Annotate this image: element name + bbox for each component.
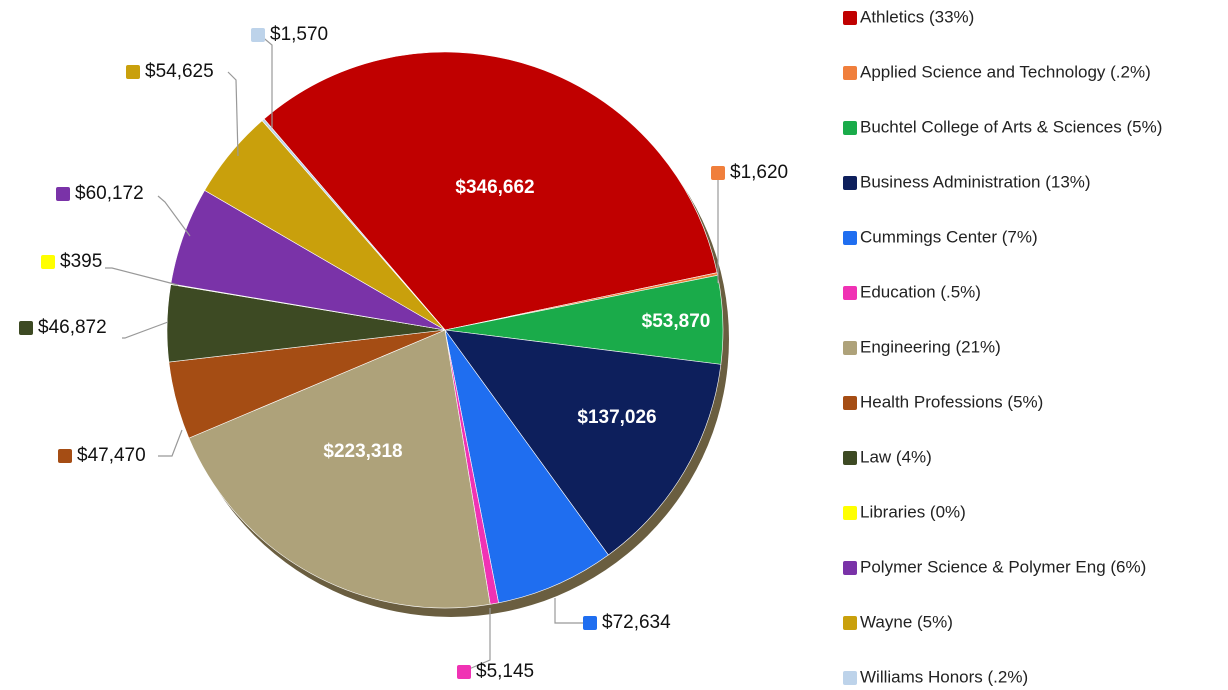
label-swatch [583, 616, 597, 630]
legend-label: Cummings Center (7%) [860, 227, 1038, 246]
label-swatch [457, 665, 471, 679]
value-label: $223,318 [323, 441, 402, 462]
value-label: $60,172 [75, 183, 144, 204]
legend-label: Athletics (33%) [860, 7, 974, 26]
value-label: $346,662 [455, 177, 534, 198]
leader-line [157, 195, 191, 237]
leader-line [227, 71, 239, 157]
label-swatch [19, 321, 33, 335]
legend-label: Polymer Science & Polymer Eng (6%) [860, 557, 1146, 576]
legend-label: Buchtel College of Arts & Sciences (5%) [860, 117, 1162, 136]
legend-swatch [843, 121, 857, 135]
legend-swatch [843, 286, 857, 300]
label-swatch [251, 28, 265, 42]
legend-label: Law (4%) [860, 447, 932, 466]
value-label: $137,026 [577, 407, 656, 428]
legend-label: Applied Science and Technology (.2%) [860, 62, 1151, 81]
leader-line [105, 267, 179, 286]
legend-label: Williams Honors (.2%) [860, 667, 1028, 686]
leader-line [158, 429, 183, 457]
label-swatch [58, 449, 72, 463]
legend-label: Engineering (21%) [860, 337, 1001, 356]
label-swatch [41, 255, 55, 269]
legend-label: Education (.5%) [860, 282, 981, 301]
value-label: $46,872 [38, 317, 107, 338]
legend-swatch [843, 11, 857, 25]
value-label: $53,870 [642, 311, 711, 332]
legend-swatch [843, 341, 857, 355]
legend-swatch [843, 396, 857, 410]
leader-line [122, 321, 169, 339]
legend-label: Libraries (0%) [860, 502, 966, 521]
label-swatch [711, 166, 725, 180]
pie-slice [444, 329, 722, 556]
legend-label: Wayne (5%) [860, 612, 953, 631]
label-swatch [126, 65, 140, 79]
value-label: $47,470 [77, 445, 146, 466]
value-label: $1,620 [730, 162, 788, 183]
label-swatch [56, 187, 70, 201]
legend-swatch [843, 231, 857, 245]
value-label: $395 [60, 251, 102, 272]
legend-swatch [843, 66, 857, 80]
pie-slice [188, 329, 491, 609]
value-label: $5,145 [476, 661, 534, 682]
leader-line [461, 608, 491, 673]
value-label: $1,570 [270, 24, 328, 45]
pie-slice [261, 118, 446, 331]
leader-line [554, 598, 583, 624]
value-label: $72,634 [602, 612, 671, 633]
legend-swatch [843, 451, 857, 465]
legend-swatch [843, 616, 857, 630]
pie-slice [263, 51, 718, 331]
legend-swatch [843, 671, 857, 685]
value-label: $54,625 [145, 61, 214, 82]
legend-swatch [843, 176, 857, 190]
legend-swatch [843, 506, 857, 520]
legend-swatch [843, 561, 857, 575]
legend-label: Health Professions (5%) [860, 392, 1043, 411]
pie-slice [444, 329, 609, 604]
legend-label: Business Administration (13%) [860, 172, 1091, 191]
